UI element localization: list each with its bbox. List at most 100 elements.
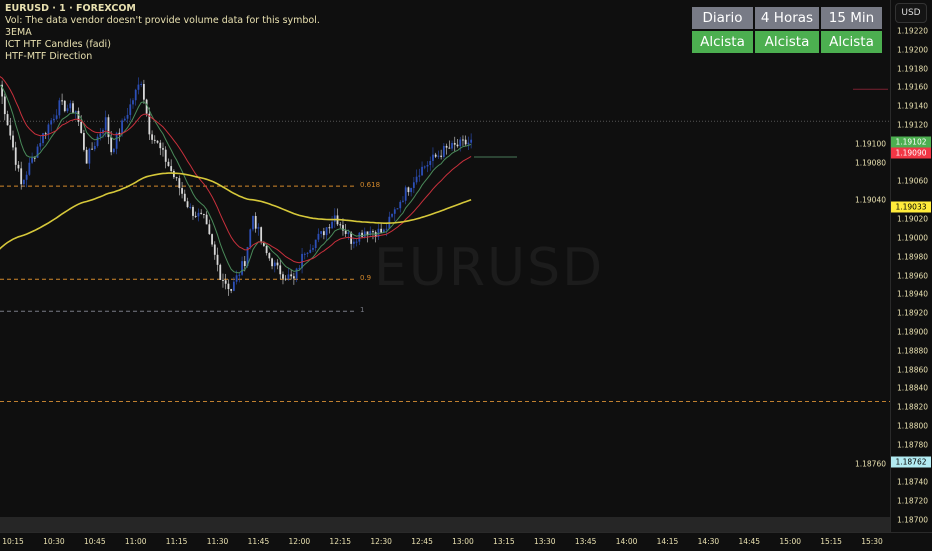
- candle-body: [195, 216, 197, 217]
- fib-label: 1: [360, 306, 364, 314]
- candle-body: [116, 133, 118, 149]
- candle-body: [293, 276, 295, 278]
- candle-body: [274, 263, 276, 267]
- candle-body: [9, 125, 11, 135]
- candle-body: [296, 269, 298, 279]
- header-4h: 4 Horas: [755, 7, 819, 29]
- candle-body: [454, 143, 456, 145]
- candle-body: [124, 119, 126, 121]
- candle-body: [187, 201, 189, 207]
- price-tag: 1.19090: [891, 148, 931, 159]
- candle-body: [268, 253, 270, 258]
- price-tag: 1.19033: [891, 201, 931, 212]
- candle-body: [80, 122, 82, 133]
- candle-body: [282, 274, 284, 278]
- price-label: 1.18940: [897, 290, 928, 299]
- candle-body: [198, 213, 200, 217]
- candle-body: [151, 134, 153, 139]
- candle-body: [154, 140, 156, 141]
- candle-body: [271, 258, 273, 266]
- candle-body: [364, 231, 366, 236]
- candle-body: [42, 133, 44, 143]
- candle-body: [429, 161, 431, 165]
- candle-body: [206, 215, 208, 225]
- candle-body: [110, 137, 112, 152]
- candle-body: [170, 166, 172, 171]
- candle-body: [91, 149, 93, 150]
- time-label: 12:00: [289, 537, 311, 546]
- time-label: 13:45: [575, 537, 597, 546]
- time-label: 12:15: [329, 537, 351, 546]
- candle-body: [372, 231, 374, 232]
- candle-body: [45, 133, 47, 134]
- candle-body: [61, 100, 63, 101]
- price-label: 1.19020: [897, 215, 928, 224]
- candle-body: [356, 242, 358, 243]
- price-label: 1.19040: [855, 196, 886, 205]
- price-label: 1.19060: [897, 177, 928, 186]
- time-label: 12:30: [370, 537, 392, 546]
- currency-button[interactable]: USD: [895, 3, 927, 23]
- candle-body: [184, 194, 186, 202]
- candle-body: [468, 143, 470, 145]
- candle-body: [69, 103, 71, 108]
- htf-mtf-indicator-legend[interactable]: HTF-MTF Direction: [5, 51, 320, 63]
- candle-body: [288, 274, 290, 279]
- time-label: 12:45: [411, 537, 433, 546]
- price-axis[interactable]: [890, 0, 932, 532]
- candle-body: [345, 231, 347, 234]
- candle-body: [443, 146, 445, 157]
- candle-body: [58, 100, 60, 115]
- htf-candles-indicator-legend[interactable]: ICT HTF Candles (fadi): [5, 39, 320, 51]
- candle-body: [121, 120, 123, 134]
- candle-body: [309, 250, 311, 253]
- candle-body: [203, 214, 205, 215]
- price-tag: 1.18762: [891, 456, 931, 467]
- candle-body: [241, 261, 243, 275]
- chart-legend: EURUSD · 1 · FOREXCOM Vol: The data vend…: [5, 3, 320, 63]
- ema-indicator-legend[interactable]: 3EMA: [5, 27, 320, 39]
- candle-body: [233, 282, 235, 291]
- candle-body: [402, 201, 404, 202]
- candle-body: [457, 145, 459, 147]
- candle-body: [258, 227, 260, 228]
- time-label: 10:30: [43, 537, 65, 546]
- price-label: 1.18920: [897, 309, 928, 318]
- candle-body: [138, 85, 140, 90]
- candle-body: [446, 146, 448, 148]
- candle-body: [219, 265, 221, 280]
- time-label: 11:00: [125, 537, 147, 546]
- candle-body: [255, 216, 257, 229]
- candle-body: [470, 140, 472, 143]
- price-label: 1.18820: [897, 403, 928, 412]
- price-label: 1.18960: [897, 271, 928, 280]
- candle-body: [318, 234, 320, 240]
- price-label: 1.19080: [855, 158, 886, 167]
- candle-body: [397, 208, 399, 209]
- candle-body: [168, 162, 170, 166]
- candle-body: [86, 150, 88, 164]
- candle-body: [140, 84, 142, 85]
- candle-body: [236, 275, 238, 281]
- symbol-title[interactable]: EURUSD · 1 · FOREXCOM: [5, 3, 320, 15]
- candle-body: [320, 231, 322, 234]
- chart-bottom-pane: [0, 517, 890, 532]
- mtf-direction-table: Diario 4 Horas 15 Min Alcista Alcista Al…: [692, 7, 882, 53]
- candle-body: [451, 143, 453, 149]
- time-label: 14:30: [698, 537, 720, 546]
- time-label: 10:15: [2, 537, 24, 546]
- candle-body: [4, 96, 6, 114]
- candle-body: [228, 284, 230, 289]
- candle-body: [56, 115, 58, 119]
- price-label: 1.19160: [897, 83, 928, 92]
- volume-indicator-legend[interactable]: Vol: The data vendor doesn't provide vol…: [5, 15, 320, 27]
- candle-body: [244, 261, 246, 266]
- candle-body: [208, 224, 210, 234]
- candle-body: [200, 213, 202, 214]
- candle-body: [312, 248, 314, 250]
- candle-body: [462, 140, 464, 141]
- time-label: 14:00: [616, 537, 638, 546]
- price-label: 1.18800: [897, 421, 928, 430]
- candle-body: [88, 149, 90, 164]
